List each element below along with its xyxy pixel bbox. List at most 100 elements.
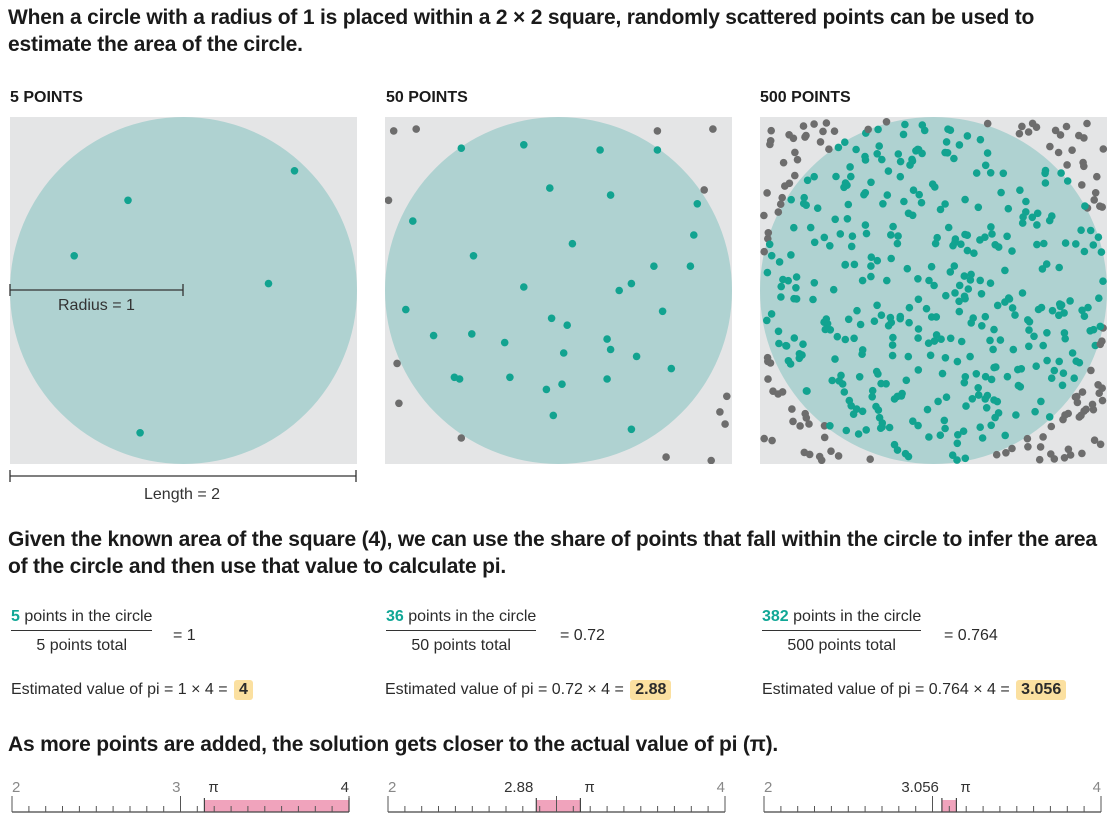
inside-point xyxy=(1055,263,1063,272)
inside-point xyxy=(1097,248,1106,256)
outside-point xyxy=(1077,411,1085,420)
outside-point xyxy=(864,125,872,134)
outside-point xyxy=(766,359,775,367)
inside-point xyxy=(963,132,972,140)
panel-title-500: 500 POINTS xyxy=(760,89,851,106)
inside-point xyxy=(1086,327,1094,335)
inside-point xyxy=(1041,166,1050,175)
inside-point xyxy=(873,150,881,158)
method-heading: Given the known area of the square (4), … xyxy=(8,528,1097,578)
inside-point xyxy=(767,251,776,260)
inside-point xyxy=(948,451,957,460)
inside-point xyxy=(861,152,869,161)
outside-point xyxy=(1083,119,1091,128)
outside-point xyxy=(1061,411,1069,419)
outside-point xyxy=(1023,434,1032,443)
pi-label: π xyxy=(208,779,218,796)
inside-point xyxy=(918,121,927,129)
inside-point xyxy=(520,141,528,149)
inside-point xyxy=(940,416,949,425)
inside-point xyxy=(955,307,964,316)
inside-point xyxy=(908,211,917,220)
inside-point xyxy=(1001,266,1009,275)
inside-point xyxy=(500,338,509,347)
inside-point xyxy=(1081,202,1089,210)
inside-point xyxy=(953,439,962,448)
inside-point xyxy=(826,242,834,250)
inside-point xyxy=(831,355,839,363)
inside-point xyxy=(994,409,1003,417)
outside-point xyxy=(385,196,393,205)
inside-point xyxy=(901,449,910,458)
outside-point xyxy=(791,148,799,157)
outside-point xyxy=(830,127,839,135)
inside-point xyxy=(469,252,478,260)
inside-point xyxy=(1030,332,1038,341)
outside-point xyxy=(395,399,403,408)
inside-point xyxy=(862,229,871,238)
outside-point xyxy=(778,193,786,202)
inside-point xyxy=(872,402,880,411)
inside-point xyxy=(841,138,849,146)
inside-point xyxy=(942,393,951,402)
outside-point xyxy=(1024,443,1032,451)
inside-point xyxy=(961,454,970,463)
inside-point xyxy=(966,352,974,361)
inside-point xyxy=(909,417,917,426)
inside-point xyxy=(763,268,772,277)
outside-point xyxy=(1080,134,1088,142)
outside-point xyxy=(760,211,768,220)
inside-point xyxy=(953,357,962,366)
inside-point xyxy=(893,446,902,454)
inside-point xyxy=(1063,177,1072,185)
inside-point xyxy=(893,239,902,248)
inside-point xyxy=(1003,232,1011,241)
inside-point xyxy=(1008,304,1017,312)
inside-point xyxy=(1060,309,1068,317)
inside-point xyxy=(937,335,945,343)
inside-point xyxy=(1078,306,1086,315)
inside-point xyxy=(1045,413,1054,421)
outside-point xyxy=(767,126,775,135)
inside-point xyxy=(878,155,886,164)
outside-point xyxy=(825,145,833,153)
inside-point xyxy=(1037,303,1046,312)
outside-point xyxy=(1098,396,1107,405)
inside-point xyxy=(982,404,991,412)
outside-point xyxy=(805,420,813,428)
outside-point xyxy=(1078,388,1087,396)
inside-point xyxy=(942,138,951,146)
denominator: 5 points total xyxy=(36,637,128,654)
outside-point xyxy=(1078,181,1086,189)
inside-point xyxy=(981,233,989,241)
inside-point xyxy=(914,275,922,283)
inside-point xyxy=(968,395,977,403)
outside-point xyxy=(1024,128,1033,136)
inside-point xyxy=(1057,169,1065,177)
inside-point xyxy=(775,339,783,348)
inside-point xyxy=(1059,369,1068,377)
inside-point xyxy=(693,200,702,208)
outside-point xyxy=(793,155,802,164)
fraction-bar xyxy=(762,630,922,631)
outside-point xyxy=(801,409,809,418)
outside-point xyxy=(774,208,783,216)
inside-point xyxy=(954,431,962,439)
inside-point xyxy=(944,223,953,232)
outside-point xyxy=(389,127,398,135)
inside-point xyxy=(1025,326,1033,334)
inside-point xyxy=(889,333,897,342)
inside-point xyxy=(942,291,950,300)
outside-point xyxy=(1091,189,1100,197)
inside-point xyxy=(868,386,877,395)
inside-point xyxy=(877,311,886,319)
scatter-50-points xyxy=(385,117,732,464)
inside-point xyxy=(967,270,975,279)
inside-point xyxy=(821,325,830,334)
fraction-50: 36 points in the circle 50 points total xyxy=(386,608,537,655)
estimate-text: Estimated value of pi = 0.72 × 4 = xyxy=(385,681,624,698)
outside-point xyxy=(1039,433,1047,441)
inside-point xyxy=(941,354,950,362)
inside-point xyxy=(264,279,273,288)
outside-point xyxy=(1008,444,1016,453)
